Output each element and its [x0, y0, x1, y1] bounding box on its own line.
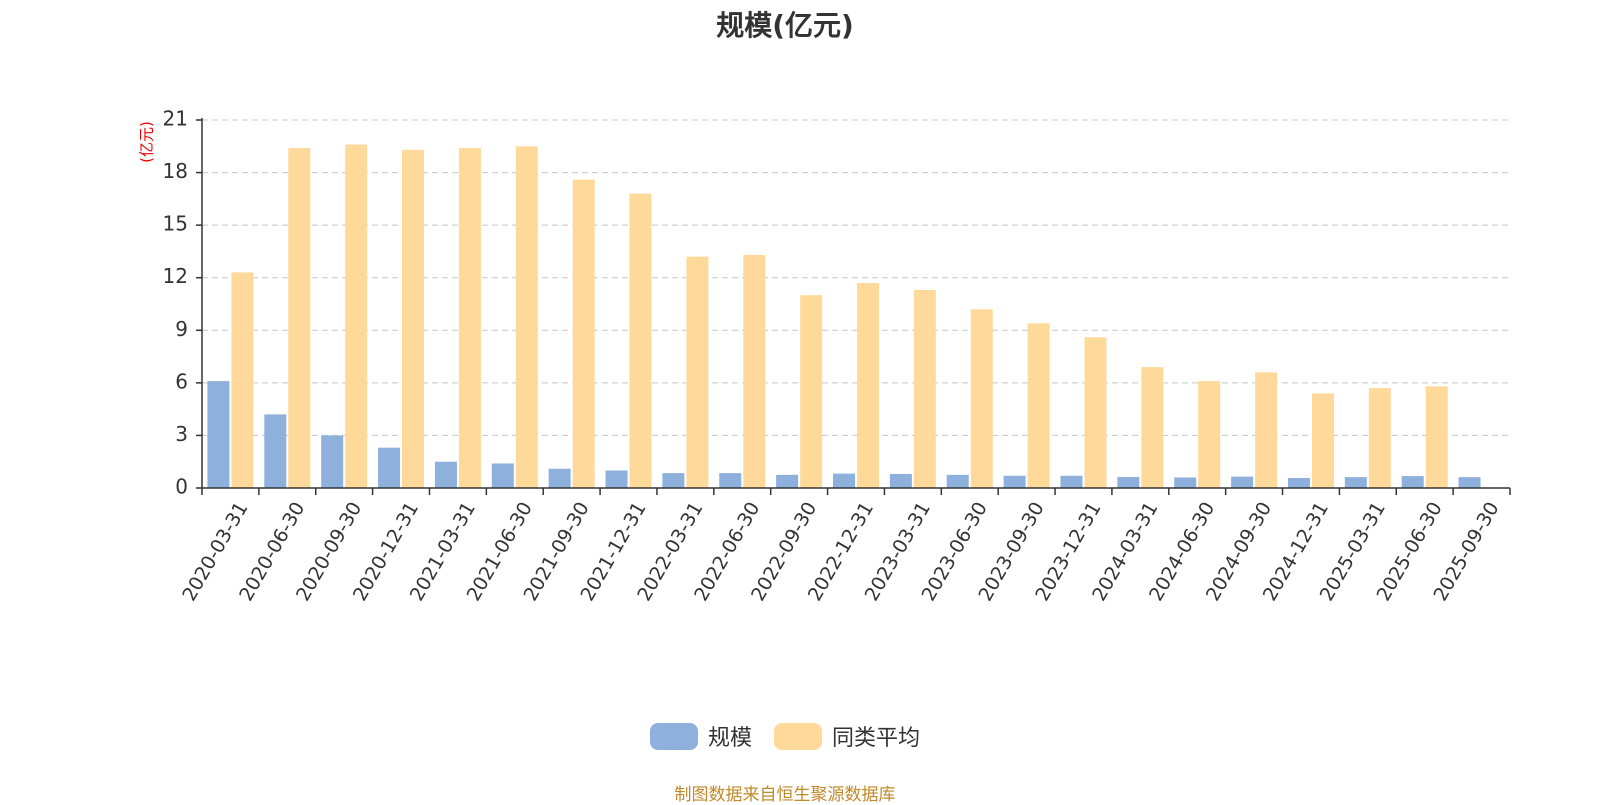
bar-scale [605, 470, 628, 488]
bar-scale [434, 461, 457, 488]
bar-scale [833, 473, 855, 488]
bar-peer-average [1311, 393, 1334, 488]
bar-peer-average [402, 149, 425, 489]
bar-scale [776, 474, 799, 488]
bar-peer-average [1255, 372, 1278, 488]
bar-peer-average [288, 148, 311, 489]
bars [207, 144, 1481, 489]
bar-peer-average [913, 289, 936, 488]
bar-scale [378, 447, 401, 488]
bar-peer-average [1141, 367, 1164, 488]
y-axis-title: (亿元) [138, 121, 156, 163]
y-tick-label: 3 [175, 422, 188, 446]
bar-scale [264, 414, 287, 488]
bar-scale [662, 473, 685, 488]
bar-peer-average [1198, 381, 1221, 488]
bar-peer-average [800, 295, 823, 488]
bar-scale [491, 463, 514, 488]
legend-item-peer-average[interactable]: 同类平均 [774, 720, 920, 752]
bar-scale [1117, 476, 1140, 488]
bar-scale [1060, 475, 1083, 488]
bar-scale [1174, 477, 1197, 488]
bar-peer-average [572, 179, 595, 489]
bar-peer-average [857, 282, 879, 488]
y-tick-label: 12 [163, 264, 188, 288]
bar-peer-average [970, 309, 993, 488]
chart-title: 规模(亿元) [716, 9, 854, 42]
legend: 规模 同类平均 [0, 720, 1570, 752]
bar-peer-average [686, 256, 709, 488]
bar-peer-average [1368, 388, 1391, 488]
grid-lines [202, 119, 1510, 436]
legend-swatch-scale [649, 722, 698, 750]
legend-label-scale: 规模 [707, 726, 752, 751]
bar-peer-average [345, 144, 368, 489]
legend-item-scale[interactable]: 规模 [649, 720, 752, 752]
y-tick-label: 21 [163, 107, 188, 131]
bar-scale [548, 468, 571, 488]
bar-scale [1401, 476, 1424, 488]
bar-scale [1231, 476, 1254, 488]
bar-peer-average [1084, 337, 1107, 488]
bar-peer-average [515, 146, 538, 489]
y-tick-label: 6 [175, 369, 188, 393]
legend-swatch-peer-average [774, 722, 822, 750]
bar-scale [1003, 475, 1026, 488]
bar-peer-average [458, 148, 481, 489]
bar-scale [889, 473, 912, 488]
legend-label-peer-average: 同类平均 [832, 726, 921, 751]
source-note: 制图数据来自恒生聚源数据库 [674, 785, 896, 805]
bar-scale [1344, 477, 1367, 488]
y-tick-label: 0 [175, 475, 188, 499]
bar-peer-average [743, 254, 766, 488]
bar-scale [946, 474, 969, 488]
bar-scale [1458, 477, 1481, 488]
bar-scale [719, 473, 742, 488]
bar-scale [207, 381, 230, 488]
y-tick-label: 18 [163, 159, 188, 183]
bar-peer-average [1425, 386, 1448, 488]
bar-peer-average [629, 193, 652, 488]
y-tick-label: 9 [175, 317, 188, 341]
bar-scale [1287, 478, 1310, 488]
bar-scale [321, 435, 344, 488]
y-tick-label: 15 [163, 212, 188, 236]
bar-peer-average [1027, 323, 1050, 488]
bar-peer-average [231, 272, 254, 488]
